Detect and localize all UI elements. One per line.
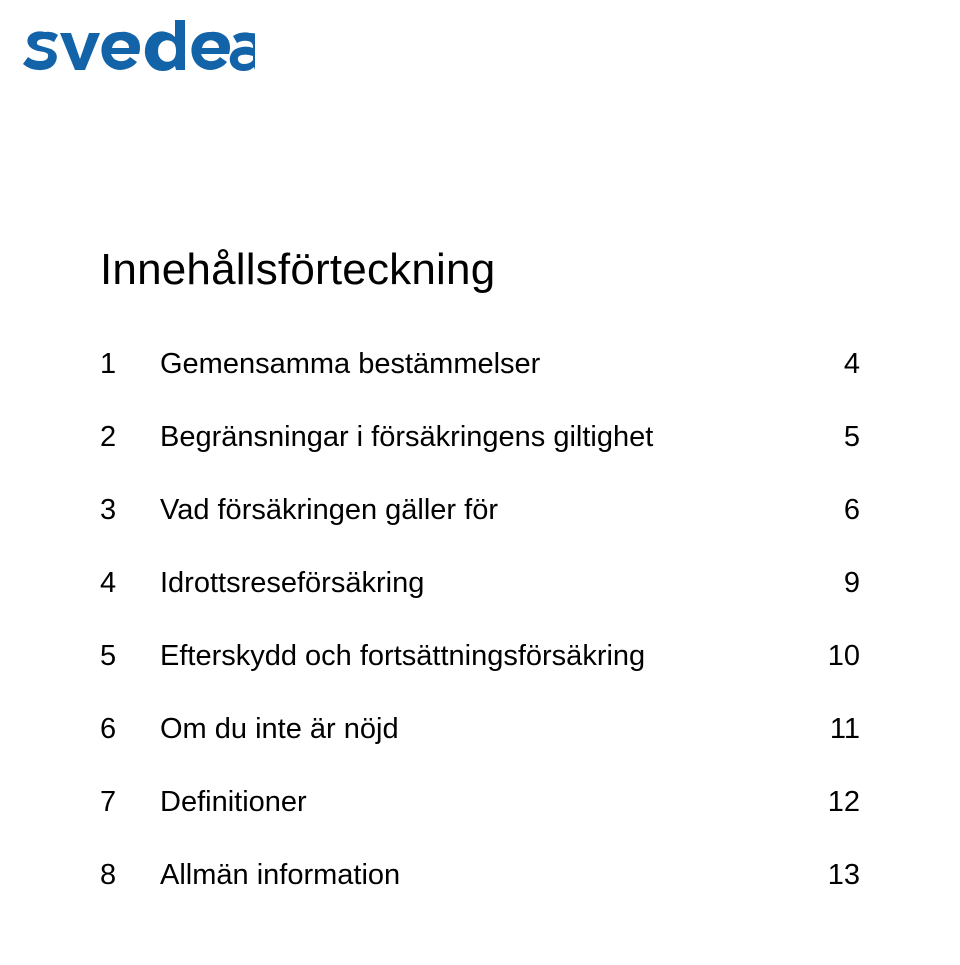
toc-page: 9 xyxy=(844,569,860,598)
toc-row: 6 Om du inte är nöjd 11 xyxy=(100,715,860,744)
toc-row: 3 Vad försäkringen gäller för 6 xyxy=(100,496,860,525)
toc-row: 7 Definitioner 12 xyxy=(100,788,860,817)
toc-number: 7 xyxy=(100,788,160,817)
toc-number: 2 xyxy=(100,423,160,452)
toc-number: 6 xyxy=(100,715,160,744)
toc-number: 3 xyxy=(100,496,160,525)
page-title: Innehållsförteckning xyxy=(100,245,860,295)
toc-page: 5 xyxy=(844,423,860,452)
toc-label: Allmän information xyxy=(160,861,828,890)
toc-page: 6 xyxy=(844,496,860,525)
toc-row: 4 Idrottsreseförsäkring 9 xyxy=(100,569,860,598)
toc-row: 2 Begränsningar i försäkringens giltighe… xyxy=(100,423,860,452)
toc-label: Begränsningar i försäkringens giltighet xyxy=(160,423,844,452)
toc-page: 10 xyxy=(828,642,860,671)
toc-row: 1 Gemensamma bestämmelser 4 xyxy=(100,350,860,379)
toc-page: 11 xyxy=(830,715,860,744)
toc-page: 12 xyxy=(828,788,860,817)
toc-page: 13 xyxy=(828,861,860,890)
toc-number: 1 xyxy=(100,350,160,379)
toc-label: Om du inte är nöjd xyxy=(160,715,830,744)
toc-label: Vad försäkringen gäller för xyxy=(160,496,844,525)
content: Innehållsförteckning 1 Gemensamma bestäm… xyxy=(100,245,860,934)
toc-label: Gemensamma bestämmelser xyxy=(160,350,844,379)
toc-label: Idrottsreseförsäkring xyxy=(160,569,844,598)
svedea-logo xyxy=(20,20,255,75)
toc-page: 4 xyxy=(844,350,860,379)
page: Innehållsförteckning 1 Gemensamma bestäm… xyxy=(0,0,960,965)
toc-label: Definitioner xyxy=(160,788,828,817)
toc-label: Efterskydd och fortsättningsförsäkring xyxy=(160,642,828,671)
logo-svg xyxy=(20,20,255,75)
toc-number: 4 xyxy=(100,569,160,598)
toc-number: 8 xyxy=(100,861,160,890)
toc-number: 5 xyxy=(100,642,160,671)
toc-row: 8 Allmän information 13 xyxy=(100,861,860,890)
toc-row: 5 Efterskydd och fortsättningsförsäkring… xyxy=(100,642,860,671)
